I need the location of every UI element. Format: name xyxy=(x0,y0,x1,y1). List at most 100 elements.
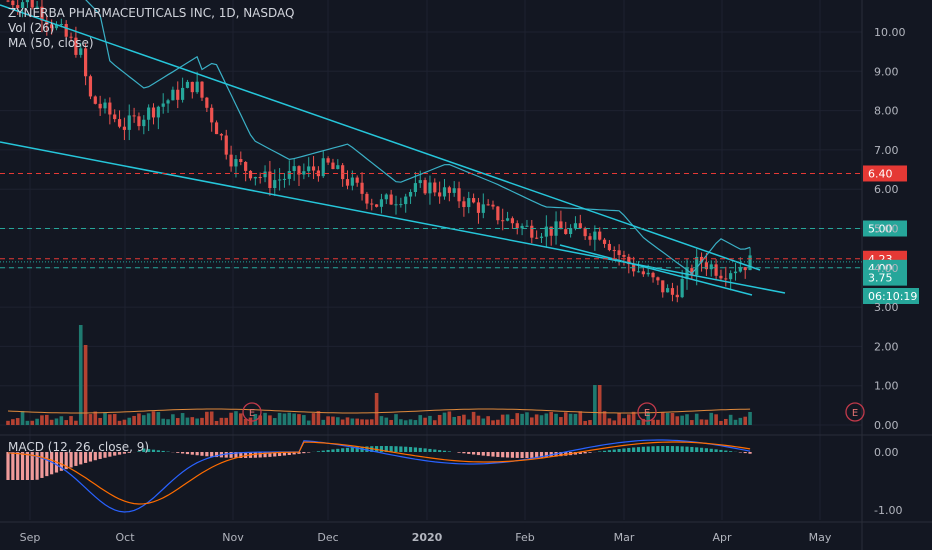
macd-hist-bar xyxy=(341,448,345,452)
candle-body xyxy=(743,267,747,271)
volume-bar xyxy=(554,413,558,425)
volume-bar xyxy=(112,413,117,425)
candle-body xyxy=(651,272,655,278)
volume-bar xyxy=(146,413,151,425)
macd-hist-bar xyxy=(195,452,199,456)
volume-bar xyxy=(539,415,544,425)
macd-hist-bar xyxy=(457,452,461,453)
macd-hist-bar xyxy=(714,449,718,452)
candle-body xyxy=(748,255,752,271)
volume-bar xyxy=(282,413,287,425)
candle-body xyxy=(365,193,369,204)
macd-hist-bar xyxy=(176,452,180,453)
volume-bar xyxy=(447,411,452,425)
macd-hist-bar xyxy=(598,451,602,452)
candle-body xyxy=(103,102,107,109)
candle-body xyxy=(530,225,534,238)
volume-bar xyxy=(568,413,573,425)
candle-body xyxy=(525,225,529,227)
candle-body xyxy=(219,134,223,136)
volume-bar xyxy=(316,411,321,425)
candle-body xyxy=(602,239,607,244)
macd-hist-bar xyxy=(612,449,616,452)
volume-bar xyxy=(20,411,25,425)
candle-body xyxy=(40,6,44,21)
macd-hist-bar xyxy=(253,452,257,458)
candle-body xyxy=(64,24,68,37)
macd-hist-bar xyxy=(719,449,723,452)
volume-bar xyxy=(743,416,747,425)
x-tick-label: Sep xyxy=(20,531,41,544)
volume-bar xyxy=(481,418,486,425)
macd-hist-bar xyxy=(666,446,670,452)
macd-hist-bar xyxy=(389,446,393,452)
volume-bar xyxy=(636,420,641,425)
candle-body xyxy=(190,81,194,93)
macd-hist-bar xyxy=(88,452,93,462)
volume-bar xyxy=(45,414,49,425)
candle-body xyxy=(656,277,660,281)
volume-bar xyxy=(733,419,738,425)
volume-bar xyxy=(515,413,520,425)
price-level-tag xyxy=(863,165,907,182)
macd-hist-bar xyxy=(122,452,126,454)
volume-bar xyxy=(30,420,35,425)
volume-bar xyxy=(559,417,563,425)
macd-hist-bar xyxy=(142,448,146,452)
candle-body xyxy=(452,188,456,193)
volume-bar xyxy=(578,411,583,425)
macd-hist-bar xyxy=(544,452,548,458)
candle-body xyxy=(447,187,451,193)
volume-bar xyxy=(399,419,403,425)
macd-hist-bar xyxy=(583,452,587,454)
volume-bar xyxy=(549,411,553,425)
macd-hist-bar xyxy=(607,450,611,452)
macd-hist-bar xyxy=(45,452,49,477)
earnings-marker xyxy=(242,402,262,422)
macd-hist-bar xyxy=(292,452,296,455)
macd-hist-bar xyxy=(462,452,466,454)
volume-bar xyxy=(127,417,132,425)
candle-body xyxy=(185,81,190,88)
candle-body xyxy=(132,115,136,117)
candle-body xyxy=(457,188,461,202)
volume-bar xyxy=(675,416,680,425)
candle-body xyxy=(583,228,587,237)
macd-hist-bar xyxy=(709,448,713,452)
macd-hist-bar xyxy=(636,447,641,452)
volume-bar xyxy=(49,419,54,425)
macd-hist-bar xyxy=(588,452,592,453)
candle-body xyxy=(481,204,485,213)
candle-body xyxy=(375,204,379,207)
candle-body xyxy=(408,192,413,197)
volume-bar xyxy=(287,412,292,425)
candle-body xyxy=(539,236,544,238)
volume-bar xyxy=(117,420,122,425)
volume-bar xyxy=(408,419,413,425)
candle-body xyxy=(127,115,131,130)
candle-body xyxy=(84,48,88,77)
y-tick-label: 2.00 xyxy=(874,340,899,353)
volume-bar xyxy=(175,418,180,425)
macd-hist-bar xyxy=(50,452,54,475)
candle-body xyxy=(171,89,175,101)
candle-body xyxy=(535,237,539,239)
candle-body xyxy=(93,96,97,104)
volume-bar xyxy=(442,412,447,425)
volume-bar xyxy=(525,412,529,425)
volume-bar xyxy=(40,415,44,425)
volume-bar xyxy=(54,418,59,425)
candle-body xyxy=(200,81,204,98)
macd-hist-bar xyxy=(622,448,626,452)
macd-hist-bar xyxy=(161,450,165,452)
macd-hist-bar xyxy=(404,446,408,452)
volume-bar xyxy=(122,419,127,425)
volume-bar xyxy=(229,412,233,425)
macd-hist-bar xyxy=(336,448,340,452)
volume-bar xyxy=(573,413,578,425)
earnings-marker-label: E xyxy=(644,408,650,419)
candle-body xyxy=(515,223,519,229)
volume-bar xyxy=(690,420,694,425)
macd-hist-bar xyxy=(743,452,747,454)
